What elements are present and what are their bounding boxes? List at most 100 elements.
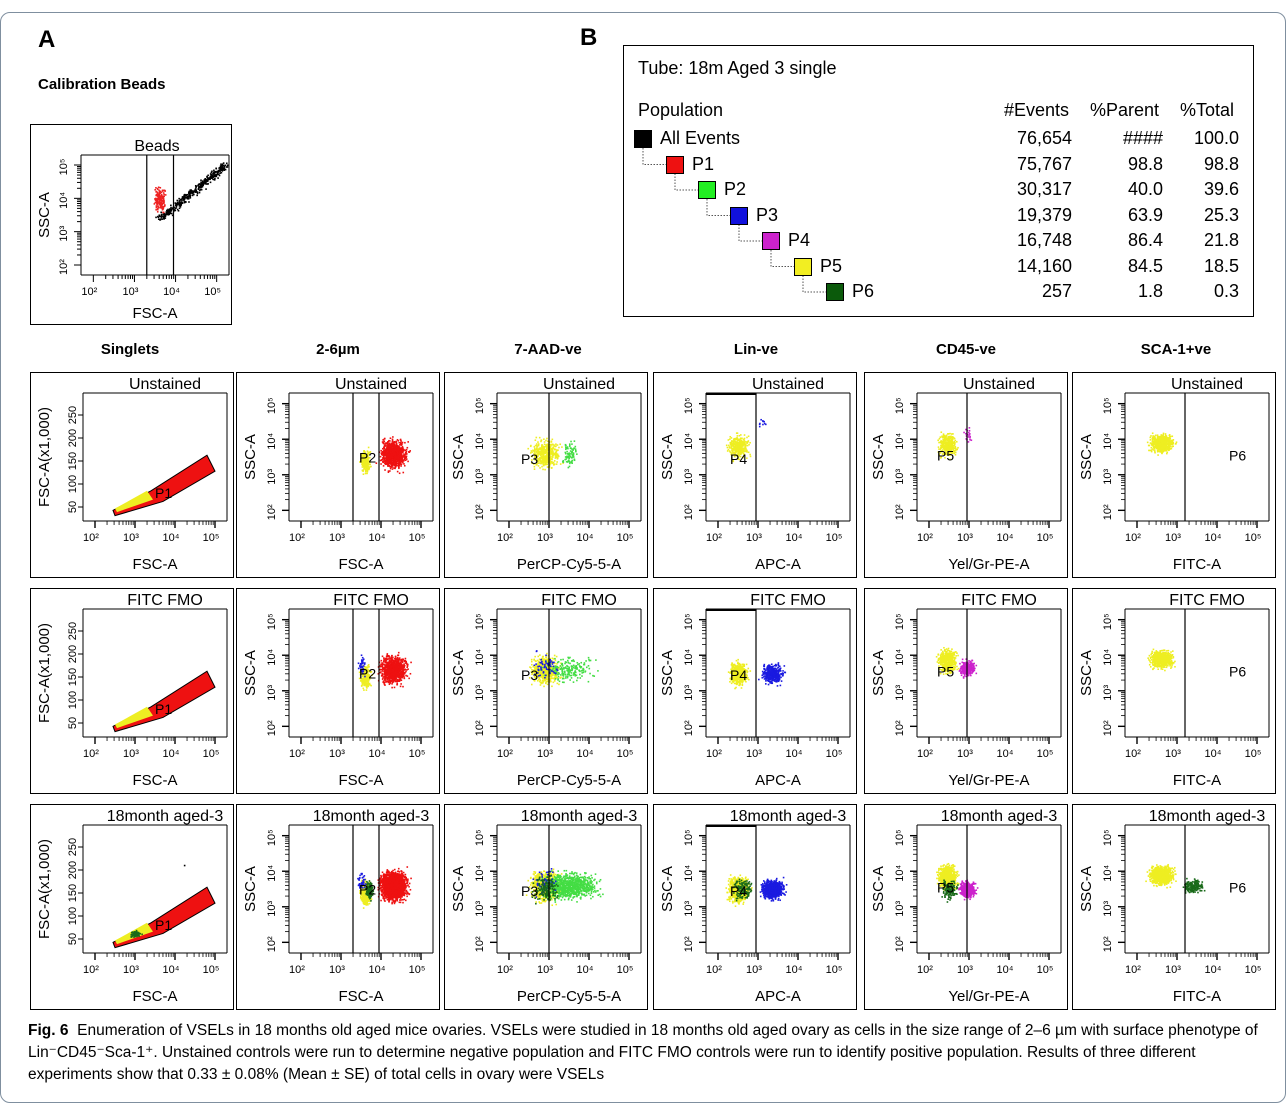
- gate-label: P1: [155, 485, 172, 501]
- hierarchy-lines: [642, 148, 826, 293]
- plot-title: Unstained: [963, 376, 1035, 393]
- x-tick-label: 10²: [497, 964, 513, 976]
- y-tick-label: 10⁴: [266, 432, 278, 449]
- cell-total: 21.8: [1203, 230, 1239, 250]
- x-tick-label: 10²: [1125, 964, 1141, 976]
- y-tick-label: 10³: [894, 900, 906, 916]
- x-tick-label: 10²: [706, 964, 722, 976]
- x-axis-label: FITC-A: [1173, 772, 1221, 789]
- y-axis-label: FSC-A(x1,000): [36, 407, 53, 507]
- cell-parent: 98.8: [1127, 153, 1163, 174]
- plot-title: 18month aged-3: [107, 808, 224, 825]
- hierarchy-connector: [802, 275, 826, 293]
- x-tick-label: 10⁴: [163, 532, 180, 544]
- y-tick-label: 250: [67, 622, 79, 640]
- x-tick-label: 10⁵: [826, 532, 843, 544]
- x-tick-label: 10⁵: [617, 748, 634, 760]
- y-axis-label: SSC-A: [1078, 866, 1095, 912]
- y-tick-label: 10⁴: [474, 648, 486, 665]
- y-tick-label: 10⁵: [1102, 829, 1114, 846]
- y-tick-label: 10²: [1102, 504, 1114, 520]
- x-tick-label: 10³: [329, 532, 345, 544]
- panel-label-b: B: [580, 24, 598, 51]
- plot-title: 18month aged-3: [941, 808, 1058, 825]
- x-tick-label: 10⁵: [826, 748, 843, 760]
- x-tick-label: 10⁵: [203, 964, 220, 976]
- y-tick-label: 10²: [683, 720, 695, 736]
- x-axis-label: Yel/Gr-PE-A: [948, 772, 1029, 789]
- y-tick-label: 10³: [474, 684, 486, 700]
- y-tick-label: 10⁵: [683, 829, 695, 846]
- x-axis-label: FSC-A: [133, 772, 178, 789]
- x-tick-label: 10⁴: [997, 532, 1014, 544]
- y-tick-label: 10²: [1102, 720, 1114, 736]
- y-axis-label: SSC-A: [242, 650, 259, 696]
- x-tick-label: 10⁵: [409, 964, 426, 976]
- x-tick-label: 10²: [289, 748, 305, 760]
- cell-events: 75,767: [1016, 153, 1072, 174]
- panel-label-a: A: [38, 26, 56, 53]
- y-axis-label: SSC-A: [659, 650, 676, 696]
- x-axis-label: FSC-A: [339, 772, 384, 789]
- y-tick-label: 10³: [1102, 900, 1114, 916]
- cell-events: 257: [1041, 281, 1072, 301]
- column-header: Singlets: [100, 341, 160, 358]
- flow-plot-p4: P4 10² 10³ 10⁴ 10⁵ 10² 10³ 10⁴ 10⁵ APC-A SSC-A FITC…: [653, 588, 857, 794]
- x-tick-label: 10⁵: [1245, 748, 1262, 760]
- x-axis-label: APC-A: [755, 556, 801, 573]
- y-tick-label: 200: [67, 861, 79, 879]
- x-axis-label: FSC-A: [133, 305, 178, 322]
- x-tick-label: 10³: [1165, 964, 1181, 976]
- column-header: CD45-ve: [935, 341, 997, 358]
- y-tick-label: 10⁴: [683, 864, 695, 881]
- table-row: P3 19,379 63.9 25.3: [624, 205, 1253, 231]
- cell-total: 0.3: [1213, 281, 1239, 301]
- x-tick-label: 10²: [706, 748, 722, 760]
- gate-label: P2: [359, 665, 376, 681]
- y-tick-label: 10²: [266, 504, 278, 520]
- x-axis-label: Yel/Gr-PE-A: [948, 988, 1029, 1005]
- x-tick-label: 10³: [329, 964, 345, 976]
- x-tick-label: 10⁵: [617, 964, 634, 976]
- figure-caption: Fig. 6 Enumeration of VSELs in 18 months…: [28, 1020, 1268, 1086]
- caption-label: Fig. 6: [28, 1022, 69, 1039]
- y-tick-label: 10⁴: [683, 648, 695, 665]
- x-axis-label: APC-A: [755, 988, 801, 1005]
- x-axis-label: PerCP-Cy5-5-A: [517, 556, 621, 573]
- x-tick-label: 10³: [537, 964, 553, 976]
- population-name: P2: [724, 179, 747, 199]
- gate-label: P3: [521, 451, 538, 467]
- x-tick-label: 10⁴: [163, 964, 180, 976]
- cell-parent: 63.9: [1127, 204, 1163, 225]
- y-axis-label: FSC-A(x1,000): [36, 623, 53, 723]
- x-tick-label: 10²: [706, 532, 722, 544]
- calibration-title: Calibration Beads: [38, 76, 166, 93]
- y-tick-label: 10²: [1102, 936, 1114, 952]
- y-tick-label: 10³: [683, 684, 695, 700]
- y-tick-label: 10³: [894, 684, 906, 700]
- column-header: SCA-1+ve: [1140, 341, 1212, 358]
- x-tick-label: 10⁴: [997, 964, 1014, 976]
- y-tick-label: 10⁴: [474, 432, 486, 449]
- y-tick-label: 150: [67, 452, 79, 470]
- y-tick-label: 10²: [58, 259, 70, 275]
- x-axis-label: FSC-A: [133, 988, 178, 1005]
- y-axis-label: SSC-A: [870, 434, 887, 480]
- plot-title: Unstained: [752, 376, 824, 393]
- x-tick-label: 10⁴: [369, 748, 386, 760]
- y-tick-label: 10²: [266, 936, 278, 952]
- population-swatch: [826, 283, 844, 301]
- cell-events: 14,160: [1016, 255, 1072, 276]
- plot-title: FITC FMO: [1169, 592, 1245, 609]
- x-axis-label: PerCP-Cy5-5-A: [517, 772, 621, 789]
- x-tick-label: 10³: [329, 748, 345, 760]
- plot-title: Unstained: [1171, 376, 1243, 393]
- population-swatch: [698, 181, 716, 199]
- x-tick-label: 10⁵: [1245, 964, 1262, 976]
- y-axis-label: SSC-A: [450, 650, 467, 696]
- y-tick-label: 10³: [58, 225, 70, 241]
- cell-total: 39.6: [1203, 179, 1239, 199]
- plot-title: 18month aged-3: [521, 808, 638, 825]
- y-axis-label: SSC-A: [659, 434, 676, 480]
- gate-label: P5: [937, 664, 954, 680]
